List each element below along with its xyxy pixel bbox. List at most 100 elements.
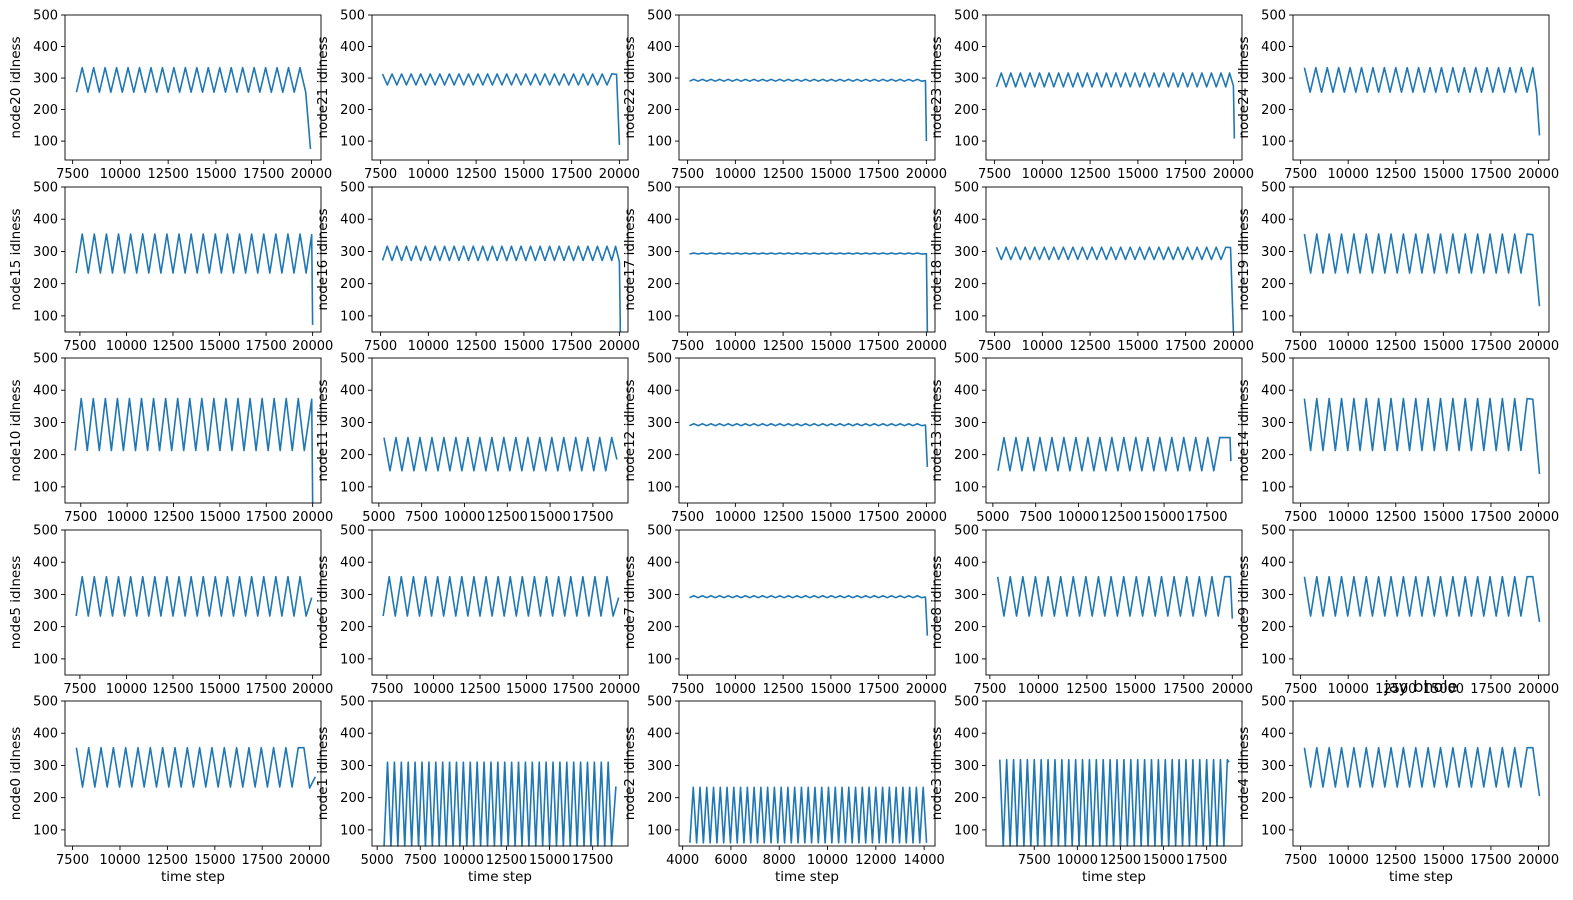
node5-idleness-line <box>75 575 313 617</box>
node12-ylabel: node12 idlness <box>622 379 638 481</box>
node20-axes-frame <box>64 14 322 161</box>
node11-ytick-label: 500 <box>340 352 365 367</box>
node14-xtick-label: 15000 <box>1423 510 1464 525</box>
node0-idleness-line <box>75 746 317 789</box>
node2-xtick-label: 14000 <box>903 853 944 868</box>
node11-ytick-label: 200 <box>340 448 365 463</box>
node6-xtick-label: 15000 <box>506 682 547 697</box>
node4-xtick-label: 20000 <box>1518 853 1559 868</box>
node6-xtick-label: 17500 <box>552 682 593 697</box>
node17-xtick-label: 20000 <box>906 339 947 354</box>
node22-ytick-label: 400 <box>647 40 672 55</box>
node19-ytick-label: 300 <box>1261 245 1286 260</box>
node17-xtick-label: 12500 <box>762 339 803 354</box>
node20-ytick-label: 100 <box>33 135 58 150</box>
node24-ytick-label: 200 <box>1261 103 1286 118</box>
node18-idleness-line <box>995 246 1235 333</box>
node10-xtick-label: 10000 <box>106 510 147 525</box>
node16-xtick-label: 7500 <box>364 339 397 354</box>
node7-xtick-label: 7500 <box>671 682 704 697</box>
node0-xtick-label: 10000 <box>99 853 140 868</box>
node21-ytick-label: 200 <box>340 103 365 118</box>
node1-xtick-label: 15000 <box>529 853 570 868</box>
node14-xtick-label: 12500 <box>1375 510 1416 525</box>
node20-idleness-line <box>75 66 312 150</box>
node2-xtick-label: 12000 <box>855 853 896 868</box>
node22-ylabel: node22 idlness <box>622 36 638 138</box>
node18-ytick-label: 400 <box>954 213 979 228</box>
node22-xtick-label: 12500 <box>762 167 803 182</box>
node21-axes-frame <box>371 14 629 161</box>
node11-ytick-label: 300 <box>340 416 365 431</box>
node16-xtick-label: 17500 <box>551 339 592 354</box>
node4-xtick-label: 7500 <box>1284 853 1317 868</box>
node2-xtick-label: 10000 <box>807 853 848 868</box>
node16-ytick-label: 100 <box>340 309 365 324</box>
node15-xtick-label: 7500 <box>63 339 96 354</box>
node11-axes-frame <box>371 357 629 504</box>
node21-idleness-line <box>381 73 621 145</box>
node13-xtick-label: 17500 <box>1186 510 1227 525</box>
node9-ytick-label: 100 <box>1261 652 1286 667</box>
node9-xtick-label: 20000 <box>1518 682 1559 697</box>
node16-ytick-label: 200 <box>340 277 365 292</box>
node7-ytick-label: 400 <box>647 556 672 571</box>
node0-ytick-label: 500 <box>33 695 58 710</box>
node16-panel: 100 200 300 400 500 7500 10000 12500 15000 17500 2… <box>315 181 640 355</box>
node12-xtick-label: 15000 <box>810 510 851 525</box>
node16-ylabel: node16 idlness <box>315 208 331 310</box>
node0-axes-frame <box>64 700 322 847</box>
node12-ytick-label: 500 <box>647 352 672 367</box>
node17-ytick-label: 500 <box>647 181 672 196</box>
node6-xtick-label: 10000 <box>413 682 454 697</box>
node12-xtick-label: 17500 <box>858 510 899 525</box>
node9-xtick-label: 17500 <box>1470 682 1511 697</box>
node15-ytick-label: 500 <box>33 181 58 196</box>
node21-panel: 100 200 300 400 500 7500 10000 12500 15000 17500 2… <box>315 9 640 183</box>
node21-ytick-label: 100 <box>340 135 365 150</box>
node8-ylabel: node8 idlness <box>929 556 945 650</box>
node10-xtick-label: 12500 <box>153 510 194 525</box>
node4-ytick-label: 400 <box>1261 727 1286 742</box>
node16-xtick-label: 10000 <box>408 339 449 354</box>
node4-ytick-label: 500 <box>1261 695 1286 710</box>
node22-xtick-label: 20000 <box>906 167 947 182</box>
node5-ylabel: node5 idlness <box>8 556 24 650</box>
node22-ytick-label: 200 <box>647 103 672 118</box>
node15-xtick-label: 10000 <box>106 339 147 354</box>
node11-xtick-label: 7500 <box>405 510 438 525</box>
node20-xtick-label: 15000 <box>195 167 236 182</box>
node13-ytick-label: 100 <box>954 480 979 495</box>
node16-idleness-line <box>381 245 622 333</box>
node17-xtick-label: 17500 <box>858 339 899 354</box>
node22-ytick-label: 300 <box>647 72 672 87</box>
node20-ytick-label: 400 <box>33 40 58 55</box>
node14-ytick-label: 500 <box>1261 352 1286 367</box>
node12-xtick-label: 12500 <box>762 510 803 525</box>
node5-ytick-label: 500 <box>33 524 58 539</box>
node23-ytick-label: 500 <box>954 9 979 24</box>
node23-ytick-label: 200 <box>954 103 979 118</box>
node12-panel: 100 200 300 400 500 7500 10000 12500 15000 17500 2… <box>622 352 947 526</box>
node8-ytick-label: 200 <box>954 620 979 635</box>
node14-ytick-label: 100 <box>1261 480 1286 495</box>
node12-axes-frame <box>678 357 936 504</box>
node24-xtick-label: 10000 <box>1328 167 1369 182</box>
node6-ytick-label: 300 <box>340 588 365 603</box>
node18-panel: 100 200 300 400 500 7500 10000 12500 15000 17500 2… <box>929 181 1254 355</box>
node13-ytick-label: 200 <box>954 448 979 463</box>
node19-ytick-label: 200 <box>1261 277 1286 292</box>
node10-xtick-label: 17500 <box>246 510 287 525</box>
node23-ylabel: node23 idlness <box>929 36 945 138</box>
node6-xtick-label: 20000 <box>599 682 640 697</box>
node19-panel: 100 200 300 400 500 7500 10000 12500 15000 17500 2… <box>1236 181 1559 355</box>
node12-ytick-label: 200 <box>647 448 672 463</box>
node21-xtick-label: 17500 <box>551 167 592 182</box>
node5-ytick-label: 300 <box>33 588 58 603</box>
node17-ytick-label: 100 <box>647 309 672 324</box>
node3-ytick-label: 500 <box>954 695 979 710</box>
node19-ytick-label: 500 <box>1261 181 1286 196</box>
node4-panel: 100 200 300 400 500 7500 10000 12500 15000 17500 2… <box>1236 695 1559 886</box>
node23-xtick-label: 12500 <box>1069 167 1110 182</box>
